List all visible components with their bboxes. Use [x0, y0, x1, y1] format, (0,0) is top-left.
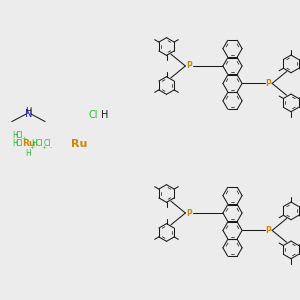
Text: P: P [186, 208, 192, 217]
Text: Cl: Cl [35, 140, 43, 148]
Text: P: P [266, 226, 272, 235]
Text: P: P [186, 61, 192, 70]
Text: +: + [29, 145, 34, 150]
Text: H: H [12, 140, 18, 148]
Text: +: + [22, 136, 27, 141]
Text: Cl: Cl [16, 140, 23, 148]
Text: -: - [50, 145, 52, 150]
Text: H: H [26, 148, 32, 158]
Text: Cl: Cl [88, 110, 98, 120]
Text: H: H [12, 130, 18, 140]
Text: +: + [41, 145, 47, 150]
Text: Cl: Cl [44, 140, 52, 148]
Text: Ru: Ru [22, 140, 35, 148]
Text: H: H [25, 106, 32, 116]
Text: Cl: Cl [16, 130, 23, 140]
Text: P: P [266, 79, 272, 88]
Text: N: N [25, 109, 32, 119]
Text: H: H [100, 110, 108, 120]
Text: Ru: Ru [70, 139, 87, 149]
Text: H: H [32, 140, 37, 148]
